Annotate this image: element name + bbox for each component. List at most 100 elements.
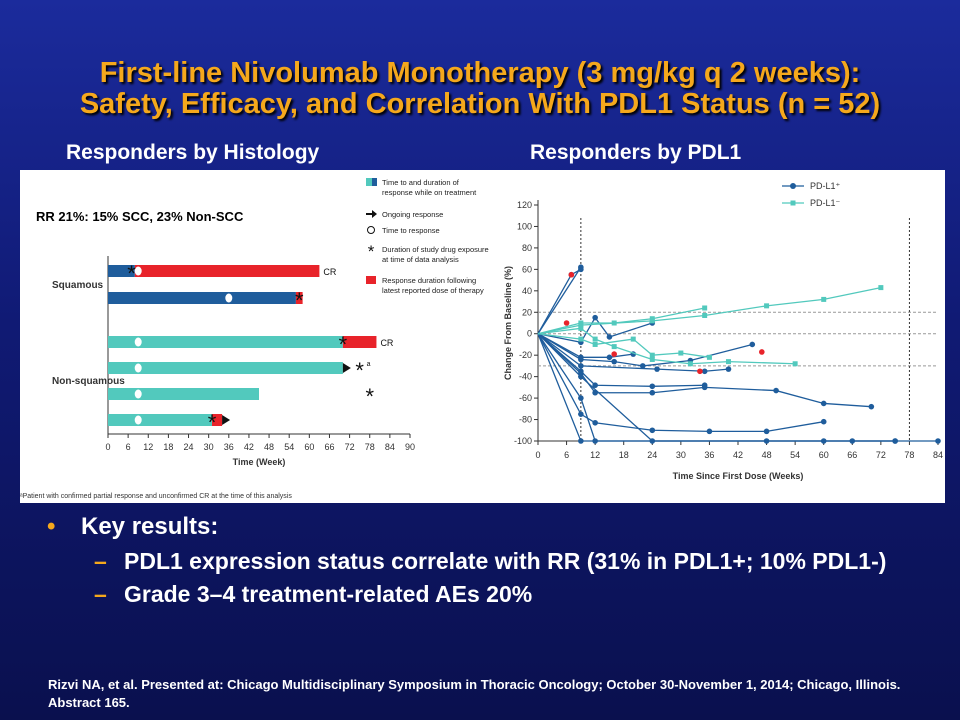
- x-tick-label: 78: [365, 442, 375, 452]
- series-line: [537, 266, 582, 335]
- time-to-response-marker: [134, 337, 142, 347]
- x-tick-label: 48: [762, 450, 772, 460]
- data-point: [630, 336, 636, 342]
- legend-circle-icon: [367, 226, 375, 234]
- time-to-response-marker: [134, 363, 142, 373]
- data-point: [702, 312, 708, 318]
- data-point: [697, 368, 703, 375]
- x-tick-label: 24: [184, 442, 194, 452]
- data-point: [611, 351, 617, 357]
- exposure-marker: *: [339, 332, 348, 357]
- legend-swatch: [372, 178, 377, 186]
- data-point: [611, 358, 617, 365]
- title-line-1: First-line Nivolumab Monotherapy (3 mg/k…: [99, 57, 861, 89]
- x-tick-label: 18: [619, 450, 629, 460]
- x-tick-label: 42: [244, 442, 254, 452]
- data-point: [706, 428, 713, 435]
- legend-entry: response while on treatment: [382, 188, 477, 197]
- data-point: [702, 305, 708, 311]
- group-label: Squamous: [52, 280, 104, 291]
- row-label: CR: [380, 338, 393, 348]
- data-point: [578, 395, 584, 401]
- data-point: [578, 363, 584, 369]
- exposure-marker: *: [127, 261, 136, 286]
- time-to-response-marker: [134, 415, 142, 425]
- y-tick-label: -100: [514, 436, 532, 446]
- data-point: [578, 356, 584, 363]
- x-tick-label: 0: [535, 450, 540, 460]
- series-line: [537, 333, 705, 387]
- data-point: [592, 341, 598, 347]
- treatment-bar: [108, 265, 135, 277]
- treatment-bar: [108, 362, 343, 374]
- chart-footnote: ᵃPatient with confirmed partial response…: [20, 493, 292, 500]
- legend-entry: Time to and duration of: [382, 178, 460, 187]
- data-point: [820, 400, 827, 407]
- data-point: [759, 349, 765, 355]
- x-tick-label: 66: [324, 442, 334, 452]
- legend-entry: Time to response: [382, 226, 440, 235]
- time-to-response-marker: [134, 266, 142, 276]
- y-tick-label: -40: [519, 372, 532, 382]
- x-tick-label: 30: [676, 450, 686, 460]
- x-tick-label: 72: [345, 442, 355, 452]
- title-line-2: Safety, Efficacy, and Correlation With P…: [79, 88, 881, 120]
- x-tick-label: 30: [204, 442, 214, 452]
- series-line: [537, 333, 753, 367]
- subtitle-histology: Responders by Histology: [66, 141, 320, 164]
- data-point: [649, 389, 656, 396]
- legend-marker: [790, 200, 796, 206]
- bullet-item: – PDL1 expression status correlate with …: [94, 548, 924, 575]
- series-line: [537, 333, 634, 358]
- data-point: [639, 363, 646, 369]
- x-tick-label: 54: [790, 450, 800, 460]
- data-point: [649, 352, 655, 358]
- y-tick-label: 100: [517, 221, 532, 231]
- data-point: [578, 438, 584, 444]
- series-line: [537, 333, 938, 442]
- y-tick-label: -60: [519, 393, 532, 403]
- exposure-marker: *: [365, 384, 374, 409]
- post-treatment-bar: [134, 265, 320, 277]
- row-label: CR: [323, 267, 336, 277]
- data-point: [773, 387, 779, 394]
- x-tick-label: 54: [284, 442, 294, 452]
- series-line: [537, 327, 796, 365]
- x-tick-label: 48: [264, 442, 274, 452]
- y-tick-label: 40: [522, 286, 532, 296]
- legend-entry: Response duration following: [382, 276, 476, 285]
- dash-icon: –: [94, 581, 107, 607]
- data-point: [578, 266, 584, 273]
- legend-entry: PD-L1⁻: [810, 198, 841, 208]
- exposure-marker: *: [355, 358, 364, 383]
- data-point: [820, 418, 827, 425]
- x-tick-label: 66: [847, 450, 857, 460]
- data-point: [578, 373, 584, 380]
- x-tick-label: 24: [647, 450, 657, 460]
- data-point: [678, 350, 684, 356]
- treatment-bar: [108, 336, 343, 348]
- swimmer-chart: RR 21%: 15% SCC, 23% Non-SCC 0 6 12 18 24 30 36…: [20, 178, 489, 500]
- y-tick-label: 60: [522, 264, 532, 274]
- data-point: [592, 382, 598, 389]
- y-tick-label: -20: [519, 350, 532, 360]
- legend-swatch: [366, 178, 372, 186]
- x-axis-label: Time (Week): [233, 457, 286, 467]
- data-point: [592, 438, 598, 444]
- treatment-bar: [108, 414, 213, 426]
- post-treatment-bar: [342, 336, 377, 348]
- x-tick-label: 84: [933, 450, 943, 460]
- post-treatment-bar: [212, 414, 223, 426]
- legend-swatch: [366, 276, 376, 284]
- data-point: [654, 366, 660, 372]
- data-point: [725, 359, 731, 365]
- x-tick-label: 6: [126, 442, 131, 452]
- x-tick-label: 6: [564, 450, 569, 460]
- y-tick-label: 120: [517, 200, 532, 210]
- legend-entry: Duration of study drug exposure: [382, 245, 489, 254]
- x-axis-label: Time Since First Dose (Weeks): [673, 471, 804, 481]
- key-results: • Key results: – PDL1 expression status …: [47, 512, 924, 608]
- bullet-item-text: Grade 3–4 treatment-related AEs 20%: [124, 581, 533, 607]
- x-tick-label: 36: [704, 450, 714, 460]
